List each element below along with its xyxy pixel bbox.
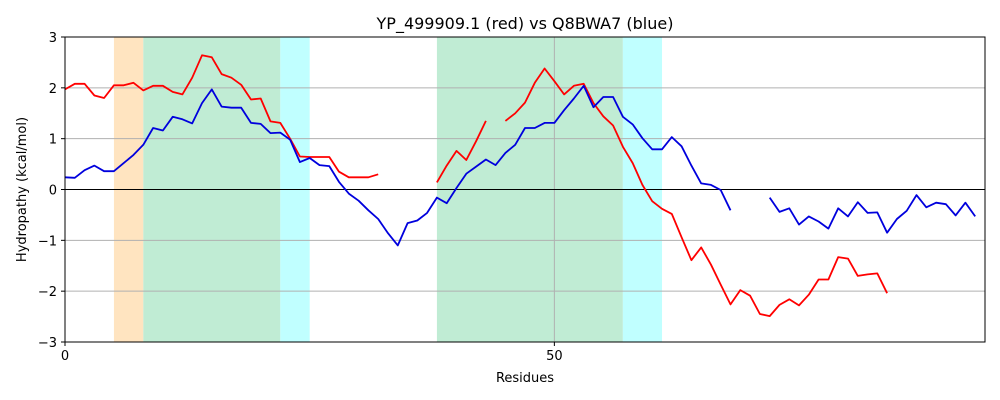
y-tick-label: −2 [38,285,57,300]
series-2-segment-2 [768,194,976,234]
chart-title: YP_499909.1 (red) vs Q8BWA7 (blue) [376,14,674,34]
y-tick-label: 3 [49,31,57,46]
x-axis-label: Residues [496,371,554,386]
series-lines [64,54,976,318]
series-1-segment-3 [504,67,888,318]
x-tick-label: 50 [546,349,563,364]
y-tick-label: 0 [49,184,57,199]
series-1-segment-1 [64,54,379,179]
y-tick-label: 2 [49,82,57,97]
y-axis-label: Hydropathy (kcal/mol) [15,117,30,262]
x-tick-label: 0 [61,349,69,364]
y-tick-label: 1 [49,133,57,148]
y-tick-label: −3 [38,336,57,351]
y-axis-ticks: −3 −2 −1 0 1 2 3 [38,31,65,351]
x-axis-ticks: 0 50 [61,342,563,364]
series-2-segment-1 [64,84,732,247]
y-tick-label: −1 [38,234,57,249]
series-1-segment-2 [436,120,487,183]
